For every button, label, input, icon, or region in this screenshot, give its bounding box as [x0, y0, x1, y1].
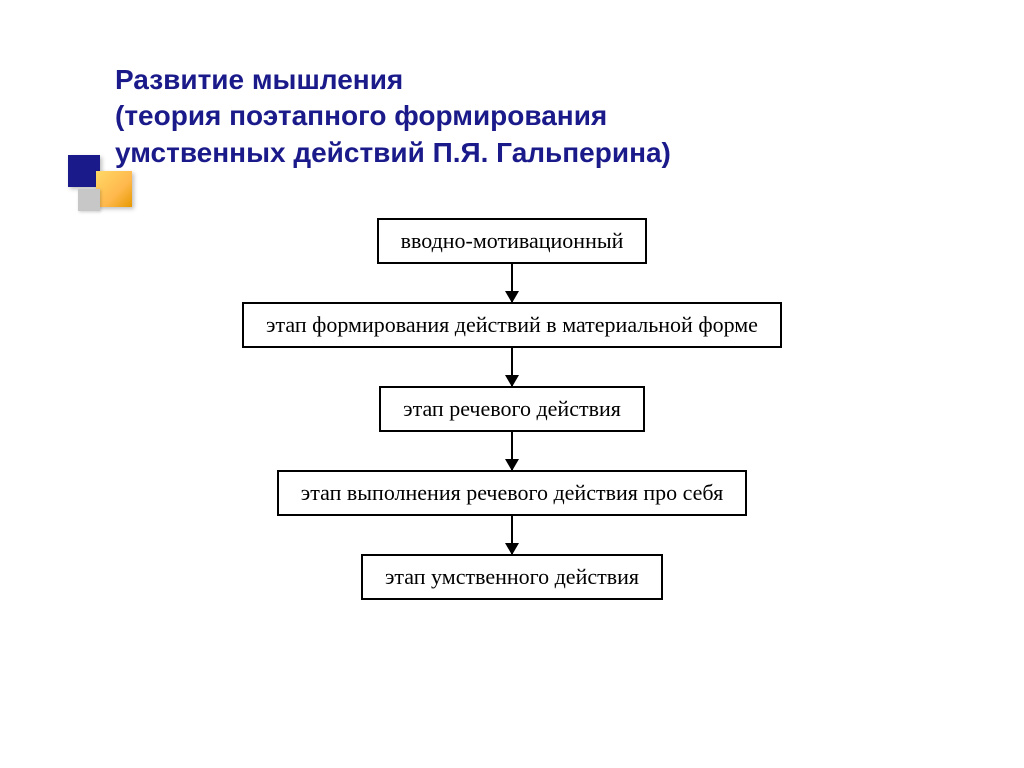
title-line-3: умственных действий П.Я. Гальперина): [115, 137, 671, 168]
flowchart: вводно-мотивационный этап формирования де…: [0, 218, 1024, 600]
title-line-1: Развитие мышления: [115, 64, 403, 95]
flow-node: этап формирования действий в материально…: [242, 302, 782, 348]
flow-arrow: [511, 432, 513, 470]
deco-square-grey: [78, 189, 100, 211]
flow-node: вводно-мотивационный: [377, 218, 648, 264]
slide-title: Развитие мышления (теория поэтапного фор…: [115, 62, 915, 171]
flow-arrow: [511, 516, 513, 554]
decorative-squares: [68, 155, 148, 215]
title-line-2: (теория поэтапного формирования: [115, 100, 607, 131]
flow-node: этап речевого действия: [379, 386, 645, 432]
flow-arrow: [511, 264, 513, 302]
flow-arrow: [511, 348, 513, 386]
flow-node: этап выполнения речевого действия про се…: [277, 470, 747, 516]
flow-node: этап умственного действия: [361, 554, 663, 600]
deco-square-gold: [96, 171, 132, 207]
